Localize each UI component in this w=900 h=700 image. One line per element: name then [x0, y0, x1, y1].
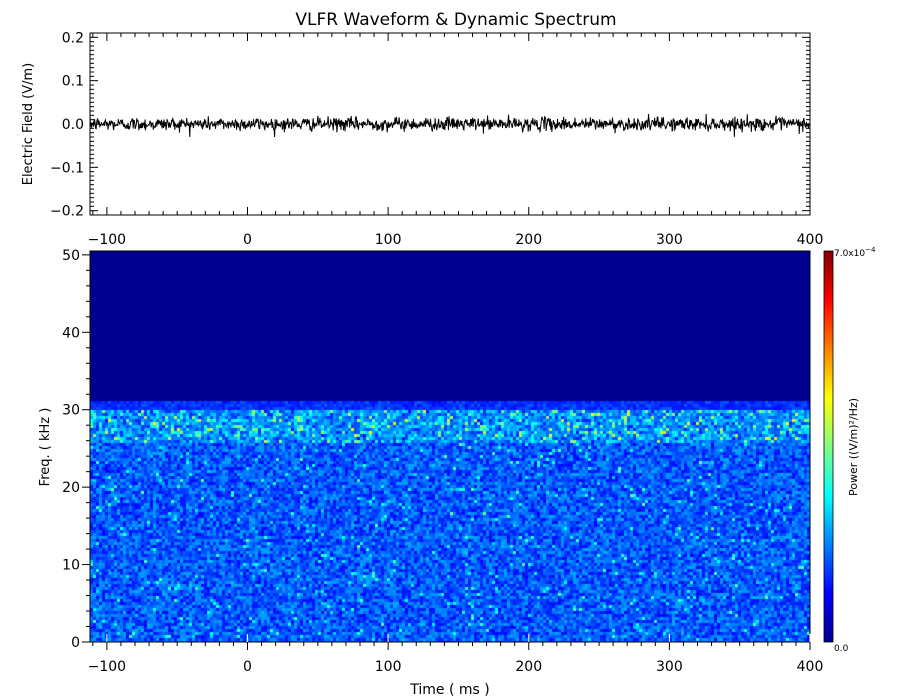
spectrogram-y-tick-label: 10 [62, 558, 80, 574]
spectrogram-ticks [82, 254, 811, 650]
spectrogram-y-tick-label: 0 [71, 635, 80, 651]
spectrogram-y-tick-label: 50 [62, 248, 80, 264]
spectrogram-x-tick-label: 100 [375, 659, 402, 675]
waveform-series-line [89, 113, 811, 138]
colorbar-gradient [823, 250, 834, 643]
colorbar-min-label: 0.0 [834, 644, 849, 654]
waveform-y-tick-labels: −0.2 −0.1 0.0 0.1 0.2 [50, 30, 84, 219]
spectrogram-panel: 0 10 20 30 40 50 −100 0 100 200 300 400 Freq. ( kH… [38, 248, 823, 698]
spectrogram-y-tick-label: 40 [62, 325, 80, 341]
spectrogram-x-tick-labels: −100 0 100 200 300 400 [88, 659, 824, 675]
spectrogram-y-tick-label: 30 [62, 403, 80, 419]
spectrogram-plot-frame [89, 250, 811, 643]
waveform-x-tick-label: −100 [88, 232, 126, 248]
spectrogram-x-tick-label: 400 [797, 659, 824, 675]
spectrogram-x-tick-label: 0 [243, 659, 252, 675]
spectrogram-y-tick-labels: 0 10 20 30 40 50 [62, 248, 80, 651]
waveform-x-tick-label: 200 [515, 232, 542, 248]
waveform-y-tick-label: 0.2 [62, 30, 84, 46]
waveform-x-tick-labels: −100 0 100 200 300 400 [88, 232, 824, 248]
waveform-x-tick-label: 300 [656, 232, 683, 248]
spectrogram-heatmap [90, 251, 810, 642]
waveform-y-axis-label: Electric Field (V/m) [21, 63, 36, 186]
spectrogram-x-axis-label: Time ( ms ) [409, 682, 489, 698]
waveform-y-tick-label: −0.2 [50, 204, 84, 220]
waveform-panel: −0.2 −0.1 0.0 0.1 0.2 Electric Field (V/m) [21, 30, 811, 220]
spectrogram-y-axis-label: Freq. ( kHz ) [38, 408, 53, 487]
spectrogram-x-tick-label: 300 [656, 659, 683, 675]
spectrogram-y-tick-label: 20 [62, 480, 80, 496]
colorbar: 7.0x10−4 0.0 Power ((V/m)²/Hz) [823, 246, 876, 654]
colorbar-max-label: 7.0x10−4 [834, 246, 876, 259]
colorbar-title: Power ((V/m)²/Hz) [847, 398, 860, 496]
waveform-x-tick-label: 0 [243, 232, 252, 248]
waveform-x-tick-label: 100 [375, 232, 402, 248]
waveform-y-tick-label: −0.1 [50, 160, 84, 176]
waveform-y-tick-label: 0.0 [62, 117, 84, 133]
waveform-y-tick-label: 0.1 [62, 74, 84, 90]
spectrogram-x-tick-label: −100 [88, 659, 126, 675]
waveform-ticks [90, 33, 811, 215]
chart-title: VLFR Waveform & Dynamic Spectrum [295, 10, 616, 30]
waveform-x-tick-label: 400 [797, 232, 824, 248]
spectrogram-x-tick-label: 200 [515, 659, 542, 675]
